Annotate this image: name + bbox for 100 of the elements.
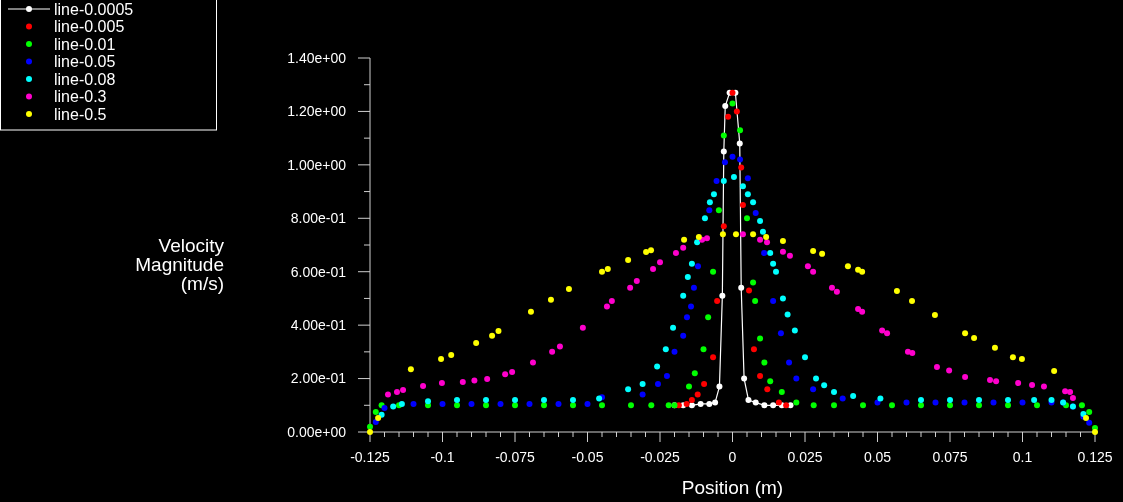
point (680, 332, 687, 339)
point (786, 252, 793, 259)
point (648, 402, 655, 409)
point (739, 183, 746, 190)
point (810, 402, 817, 409)
legend-label: line-0.005 (54, 18, 125, 36)
point (579, 324, 586, 331)
point (962, 330, 969, 337)
point (730, 173, 737, 180)
point (764, 239, 771, 246)
y-tick-label: 1.00e+00 (287, 156, 347, 173)
point (688, 260, 695, 267)
point (719, 292, 726, 299)
point (495, 328, 502, 335)
point (497, 400, 504, 407)
point (710, 354, 717, 361)
point (1031, 396, 1038, 403)
point (706, 400, 713, 407)
point (420, 383, 427, 390)
x-tick-label: 0.05 (863, 449, 892, 465)
point (909, 349, 916, 356)
point (555, 400, 562, 407)
point (627, 284, 634, 291)
point (918, 402, 924, 409)
point (1086, 408, 1093, 415)
point (1005, 402, 1011, 409)
point (715, 207, 722, 214)
x-axis-title: Position (m) (681, 477, 784, 498)
point (691, 370, 698, 377)
point (556, 343, 563, 350)
y-tick-label: 1.40e+00 (287, 49, 347, 66)
point (752, 399, 759, 406)
point (648, 247, 655, 254)
point (779, 248, 786, 255)
point (918, 396, 924, 403)
point (987, 376, 994, 383)
point (737, 156, 744, 163)
point (893, 287, 900, 294)
point (750, 279, 757, 286)
point (947, 402, 953, 409)
point (1029, 381, 1036, 388)
point (1005, 396, 1011, 403)
point (541, 402, 547, 409)
point (438, 356, 445, 363)
legend-label: line-0.3 (54, 88, 107, 106)
point (1086, 419, 1093, 426)
x-tick-label: -0.025 (640, 449, 681, 465)
point (962, 373, 969, 380)
point (639, 391, 646, 398)
point (407, 366, 414, 373)
point (367, 423, 373, 430)
point (850, 392, 857, 399)
y-tick-label: 8.00e-01 (290, 210, 347, 227)
point (468, 400, 475, 407)
x-tick-label: 0.1 (1012, 449, 1033, 465)
point (1069, 395, 1076, 402)
point (400, 387, 407, 394)
point (473, 340, 480, 347)
point (729, 100, 736, 107)
y-axis-title: Velocity Magnitude (m/s) (135, 235, 225, 294)
point (1051, 368, 1058, 375)
x-tick-label: -0.1 (430, 449, 455, 465)
point (750, 199, 757, 206)
point (643, 248, 650, 255)
point (720, 148, 727, 155)
y-tick-label: 0.00e+00 (287, 423, 347, 440)
point (779, 295, 786, 302)
point (777, 330, 784, 337)
point (375, 415, 382, 422)
point (526, 400, 533, 407)
point (739, 231, 746, 238)
point (628, 402, 634, 409)
point (720, 177, 727, 184)
point (1040, 383, 1047, 390)
point (1018, 356, 1025, 363)
point (625, 386, 632, 393)
point (705, 314, 712, 321)
point (831, 388, 837, 395)
x-tick-label: 0.125 (1077, 449, 1113, 465)
point (859, 308, 866, 315)
point (565, 286, 572, 293)
point (502, 371, 509, 378)
point (713, 177, 720, 184)
point (783, 402, 790, 409)
point (810, 247, 817, 254)
point (1015, 380, 1022, 387)
x-tick-label: -0.05 (571, 449, 604, 465)
point (438, 380, 445, 387)
point (993, 378, 1000, 385)
point (990, 399, 997, 406)
point (947, 396, 953, 403)
point (931, 311, 938, 318)
point (733, 108, 740, 115)
point (729, 153, 736, 160)
y-tick-label: 2.00e-01 (290, 370, 347, 387)
point (721, 159, 728, 166)
point (786, 359, 793, 366)
point (683, 314, 690, 321)
point (570, 402, 576, 409)
legend-label: line-0.08 (54, 70, 116, 88)
